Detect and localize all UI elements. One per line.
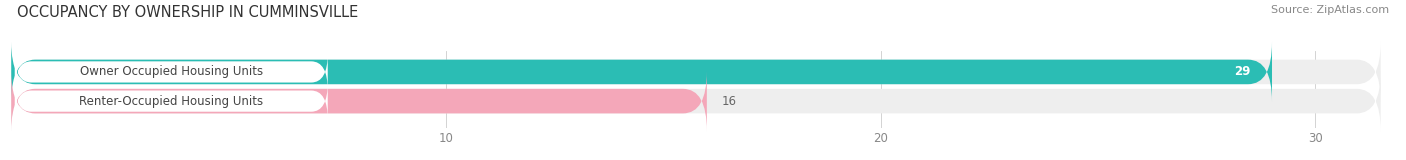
Text: OCCUPANCY BY OWNERSHIP IN CUMMINSVILLE: OCCUPANCY BY OWNERSHIP IN CUMMINSVILLE	[17, 5, 359, 20]
Text: 16: 16	[723, 95, 737, 108]
FancyBboxPatch shape	[11, 42, 1381, 102]
FancyBboxPatch shape	[11, 42, 1272, 102]
FancyBboxPatch shape	[14, 83, 328, 120]
FancyBboxPatch shape	[11, 71, 1381, 131]
FancyBboxPatch shape	[14, 53, 328, 91]
FancyBboxPatch shape	[11, 71, 707, 131]
Text: Renter-Occupied Housing Units: Renter-Occupied Housing Units	[79, 95, 263, 108]
Text: Source: ZipAtlas.com: Source: ZipAtlas.com	[1271, 5, 1389, 15]
Text: Owner Occupied Housing Units: Owner Occupied Housing Units	[80, 65, 263, 78]
Text: 29: 29	[1234, 65, 1250, 78]
